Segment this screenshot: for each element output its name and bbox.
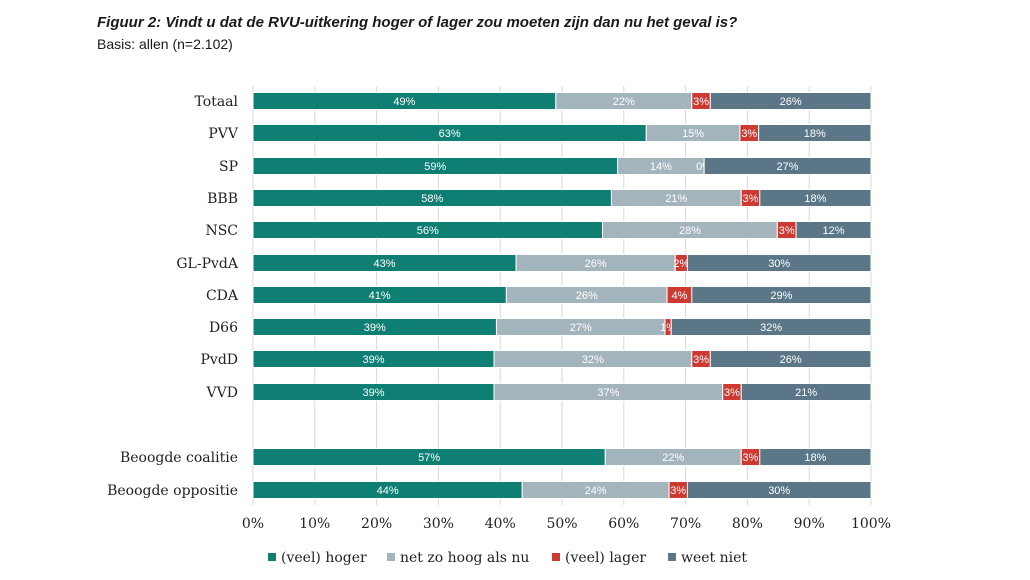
category-label: PvdD — [200, 352, 238, 368]
x-tick-label: 90% — [794, 516, 825, 532]
legend-label: weet niet — [681, 550, 747, 566]
category-label: CDA — [206, 288, 239, 304]
data-label: 28% — [679, 225, 701, 237]
bar-segment — [686, 481, 872, 499]
data-label: 39% — [362, 387, 384, 399]
data-label: 15% — [682, 128, 704, 140]
x-tick-label: 60% — [608, 516, 639, 532]
data-label: 32% — [582, 354, 604, 366]
data-label: 3% — [779, 225, 795, 237]
category-label: NSC — [205, 223, 238, 239]
data-label: 57% — [418, 452, 440, 464]
data-label: 27% — [777, 161, 799, 173]
bar-segment — [703, 157, 872, 175]
x-tick-label: 20% — [361, 516, 392, 532]
data-label: 3% — [670, 485, 686, 497]
data-label: 18% — [804, 452, 826, 464]
data-label: 49% — [393, 96, 415, 108]
bar-segment — [709, 92, 872, 110]
bar-segment — [758, 124, 872, 142]
bar-segment — [759, 189, 872, 207]
bar-segment — [709, 350, 872, 368]
category-label: Totaal — [195, 94, 239, 110]
data-label: 37% — [597, 387, 619, 399]
category-label: Beoogde coalitie — [120, 450, 238, 466]
data-label: 3% — [743, 193, 759, 205]
x-tick-label: 0% — [242, 516, 264, 532]
data-label: 39% — [364, 322, 386, 334]
data-label: 4% — [671, 290, 687, 302]
data-label: 22% — [662, 452, 684, 464]
x-tick-label: 70% — [670, 516, 701, 532]
data-label: 29% — [770, 290, 792, 302]
data-label: 59% — [424, 161, 446, 173]
data-label: 18% — [804, 128, 826, 140]
data-label: 3% — [741, 128, 757, 140]
data-label: 3% — [693, 96, 709, 108]
x-tick-label: 80% — [732, 516, 763, 532]
legend-label: net zo hoog als nu — [400, 550, 529, 566]
legend-label: (veel) lager — [565, 550, 646, 566]
data-label: 43% — [374, 258, 396, 270]
category-label: SP — [219, 159, 238, 175]
legend-swatch — [552, 553, 560, 561]
data-label: 21% — [665, 193, 687, 205]
bar-segment — [691, 286, 872, 304]
data-label: 39% — [362, 354, 384, 366]
data-label: 2% — [673, 258, 689, 270]
category-label: D66 — [209, 320, 238, 336]
data-label: 24% — [585, 485, 607, 497]
category-label: BBB — [207, 191, 238, 207]
x-tick-label: 10% — [299, 516, 330, 532]
x-tick-label: 100% — [851, 516, 891, 532]
data-label: 27% — [570, 322, 592, 334]
category-label: VVD — [206, 385, 238, 401]
data-label: 63% — [439, 128, 461, 140]
legend-swatch — [387, 553, 395, 561]
data-label: 3% — [724, 387, 740, 399]
data-label: 21% — [795, 387, 817, 399]
category-label: PVV — [208, 126, 239, 142]
bar-segment — [670, 318, 872, 336]
data-label: 3% — [743, 452, 759, 464]
x-tick-label: 40% — [485, 516, 516, 532]
data-label: 18% — [804, 193, 826, 205]
bar-segment — [740, 383, 872, 401]
data-label: 41% — [369, 290, 391, 302]
data-label: 58% — [421, 193, 443, 205]
data-label: 22% — [613, 96, 635, 108]
legend-swatch — [668, 553, 676, 561]
data-label: 14% — [650, 161, 672, 173]
chart-title: Figuur 2: Vindt u dat de RVU-uitkering h… — [97, 14, 738, 31]
data-label: 26% — [780, 354, 802, 366]
data-label: 44% — [377, 485, 399, 497]
bar-segment — [686, 254, 872, 272]
data-label: 30% — [768, 485, 790, 497]
category-label: GL-PvdA — [176, 256, 239, 272]
legend-label: (veel) hoger — [281, 550, 367, 566]
bar-segment — [759, 448, 872, 466]
chart-subtitle: Basis: allen (n=2.102) — [97, 36, 233, 52]
bar-segment — [795, 221, 872, 239]
data-label: 26% — [576, 290, 598, 302]
data-label: 26% — [780, 96, 802, 108]
data-label: 26% — [585, 258, 607, 270]
x-tick-label: 50% — [546, 516, 577, 532]
data-label: 32% — [760, 322, 782, 334]
data-label: 30% — [768, 258, 790, 270]
data-label: 56% — [417, 225, 439, 237]
data-label: 12% — [823, 225, 845, 237]
category-label: Beoogde oppositie — [107, 483, 238, 499]
data-label: 3% — [693, 354, 709, 366]
legend-swatch — [268, 553, 276, 561]
x-tick-label: 30% — [423, 516, 454, 532]
